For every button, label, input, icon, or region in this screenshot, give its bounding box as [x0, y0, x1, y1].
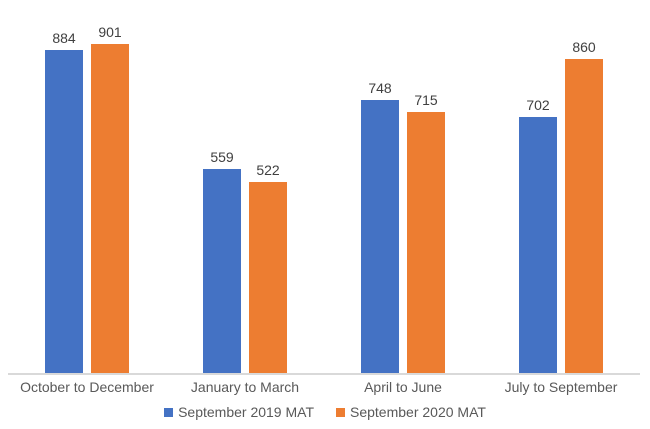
category-label: January to March [190, 379, 300, 395]
data-label: 748 [368, 79, 392, 96]
bar-group: 884 901 [8, 24, 166, 373]
bar-september-2020-mat[interactable] [249, 182, 287, 373]
bar-column: 559 [203, 149, 241, 373]
bar-september-2019-mat[interactable] [361, 99, 399, 373]
bar-september-2019-mat[interactable] [45, 50, 83, 373]
data-label: 901 [98, 24, 122, 41]
category-label: July to September [504, 379, 618, 395]
data-label: 522 [256, 162, 280, 179]
bar-column: 860 [565, 39, 603, 373]
data-label: 860 [572, 39, 596, 56]
legend-item-september-2019-mat[interactable]: September 2019 MAT [164, 404, 314, 420]
bar-column: 702 [519, 97, 557, 373]
data-label: 559 [210, 148, 234, 165]
category-axis: October to December January to March April… [8, 379, 640, 395]
bar-column: 901 [91, 24, 129, 373]
bar-column: 748 [361, 80, 399, 373]
legend-marker-icon [336, 407, 345, 417]
data-label: 715 [414, 92, 438, 109]
plot-area: 884 901 559 522 748 715 702 860 [8, 0, 640, 373]
bar-september-2020-mat[interactable] [407, 112, 445, 373]
x-axis-line [8, 373, 640, 375]
legend-item-september-2020-mat[interactable]: September 2020 MAT [336, 404, 486, 420]
bar-group: 702 860 [482, 39, 640, 373]
legend-label: September 2019 MAT [178, 404, 314, 420]
bar-group: 559 522 [166, 149, 324, 373]
bar-group: 748 715 [324, 80, 482, 373]
legend-marker-icon [164, 407, 174, 417]
bar-september-2019-mat[interactable] [203, 168, 241, 373]
data-label: 884 [52, 30, 76, 47]
data-label: 702 [526, 96, 550, 113]
category-label: April to June [364, 379, 442, 395]
bar-column: 715 [407, 92, 445, 373]
bar-september-2020-mat[interactable] [565, 59, 603, 373]
category-label: October to December [20, 379, 154, 395]
legend-label: September 2020 MAT [350, 404, 486, 420]
legend: September 2019 MAT September 2020 MAT [0, 404, 650, 420]
bar-column: 884 [45, 30, 83, 373]
bar-september-2019-mat[interactable] [519, 116, 557, 373]
bar-september-2020-mat[interactable] [91, 44, 129, 373]
bar-column: 522 [249, 162, 287, 373]
